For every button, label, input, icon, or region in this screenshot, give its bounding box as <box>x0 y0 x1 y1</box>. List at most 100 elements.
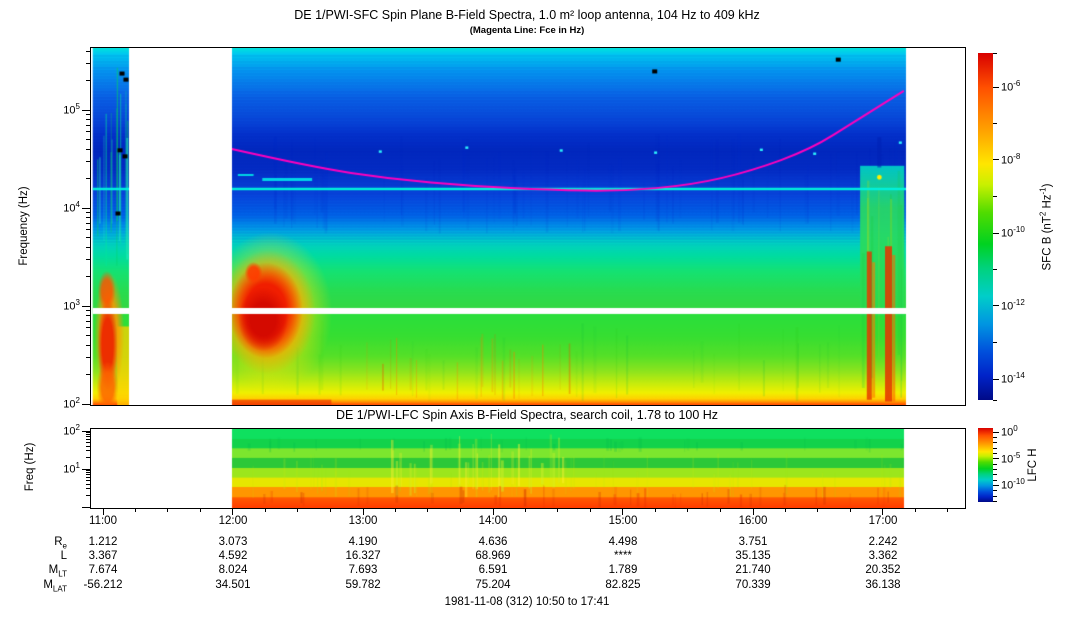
y-tick-label: 102 <box>63 396 80 411</box>
ephemeris-value: 3.751 <box>738 536 768 548</box>
ephemeris-value: 3.073 <box>218 536 248 548</box>
colorbar-minor-tick <box>993 452 997 454</box>
y-minor-tick <box>86 457 90 459</box>
ephemeris-value: 3.362 <box>868 550 898 562</box>
y-minor-tick <box>86 327 90 329</box>
colorbar-minor-tick <box>993 399 997 401</box>
colorbar-tick-label: 10-6 <box>1001 79 1021 94</box>
x-minor-tick <box>264 508 266 512</box>
x-major-tick <box>882 508 884 515</box>
colorbar-minor-tick <box>993 436 997 438</box>
ephemeris-value: 16.327 <box>345 550 381 562</box>
y-minor-tick <box>86 258 90 260</box>
y-minor-tick <box>86 441 90 443</box>
sfc-title: DE 1/PWI-SFC Spin Plane B-Field Spectra,… <box>294 8 760 22</box>
x-minor-tick <box>135 508 137 512</box>
y-minor-tick <box>86 229 90 231</box>
sfc-subtitle: (Magenta Line: Fce in Hz) <box>469 25 585 36</box>
ephemeris-value: 20.352 <box>865 564 901 576</box>
colorbar-minor-tick <box>993 52 997 54</box>
x-minor-tick <box>524 508 526 512</box>
ephemeris-value: 36.138 <box>865 579 901 591</box>
colorbar-minor-tick <box>993 495 997 497</box>
x-major-tick <box>492 508 494 515</box>
y-minor-tick <box>86 80 90 81</box>
y-minor-tick <box>86 495 90 497</box>
colorbar-tick-label: 10-5 <box>1001 450 1021 466</box>
y-minor-tick <box>86 276 90 277</box>
y-minor-tick <box>86 222 90 224</box>
colorbar-minor-tick <box>993 474 997 476</box>
colorbar-tick <box>993 458 999 460</box>
x-minor-tick <box>394 508 396 512</box>
x-tick-label: 15:00 <box>608 515 638 527</box>
ephemeris-value: 82.825 <box>605 579 641 591</box>
ephemeris-value: 68.969 <box>475 550 511 562</box>
colorbar-minor-tick <box>993 269 997 271</box>
colorbar-minor-tick <box>993 442 997 444</box>
x-minor-tick <box>199 508 201 512</box>
ephemeris-value: 75.204 <box>475 579 511 591</box>
y-major-tick <box>82 506 90 508</box>
y-minor-tick <box>86 211 90 213</box>
y-minor-tick <box>86 470 90 472</box>
y-minor-tick <box>86 113 90 115</box>
y-minor-tick <box>86 246 90 248</box>
x-major-tick <box>752 508 754 515</box>
ephemeris-value: 59.782 <box>345 579 381 591</box>
ephemeris-value: 3.367 <box>88 550 118 562</box>
ephemeris-value: 4.190 <box>348 536 378 548</box>
y-minor-tick <box>86 62 90 64</box>
colorbar-tick <box>993 431 999 433</box>
x-minor-tick <box>167 508 169 512</box>
y-minor-tick <box>86 217 90 218</box>
y-tick-label: 105 <box>63 102 80 117</box>
ephemeris-row-label: MLT <box>48 564 67 579</box>
sfc-spectrogram-canvas <box>90 47 966 406</box>
colorbar-tick <box>993 232 999 234</box>
footer-date: 1981-11-08 (312) 10:50 to 17:41 <box>444 596 610 608</box>
ephemeris-value: 1.789 <box>608 564 638 576</box>
y-minor-tick <box>86 320 90 322</box>
colorbar-tick-label: 10-12 <box>1001 297 1025 313</box>
y-tick-label: 104 <box>63 200 80 215</box>
ephemeris-value: 34.501 <box>215 579 251 591</box>
x-tick-label: 11:00 <box>89 515 117 527</box>
colorbar-tick-label: 100 <box>1001 424 1018 439</box>
ephemeris-row-label: MLAT <box>43 579 67 594</box>
y-minor-tick <box>86 160 90 162</box>
y-major-tick <box>82 109 90 111</box>
colorbar-minor-tick <box>993 479 997 481</box>
ephemeris-value: 4.592 <box>218 550 248 562</box>
y-minor-tick <box>86 438 90 440</box>
x-tick-label: 12:00 <box>218 515 248 527</box>
y-major-tick <box>82 403 90 405</box>
y-minor-tick <box>86 139 90 140</box>
x-minor-tick <box>557 508 559 512</box>
sfc-colorbar <box>978 53 993 400</box>
x-tick-label: 16:00 <box>738 515 768 527</box>
x-tick-label: 14:00 <box>478 515 508 527</box>
colorbar-tick-label: 10-10 <box>1001 225 1025 240</box>
ephemeris-row-label: Re <box>54 536 67 551</box>
colorbar-minor-tick <box>993 447 997 449</box>
ephemeris-value: 2.242 <box>868 536 898 548</box>
ephemeris-value: 7.693 <box>348 564 378 576</box>
y-tick-label: 103 <box>63 298 80 313</box>
x-major-tick <box>362 508 364 515</box>
y-minor-tick <box>86 474 90 476</box>
y-minor-tick <box>86 119 90 120</box>
ephemeris-value: 70.339 <box>735 579 771 591</box>
y-major-tick <box>82 207 90 209</box>
x-minor-tick <box>784 508 786 512</box>
colorbar-minor-tick <box>993 500 997 502</box>
ephemeris-value: 4.498 <box>608 536 638 548</box>
sfc-y-axis-label: Frequency (Hz) <box>18 186 30 266</box>
y-minor-tick <box>86 436 90 438</box>
y-major-tick <box>82 305 90 307</box>
y-major-tick <box>82 468 90 470</box>
ephemeris-value: 1.212 <box>88 536 118 548</box>
x-major-tick <box>232 508 234 515</box>
x-tick-label: 13:00 <box>348 515 378 527</box>
lfc-y-axis-label: Freq (Hz) <box>24 442 36 492</box>
